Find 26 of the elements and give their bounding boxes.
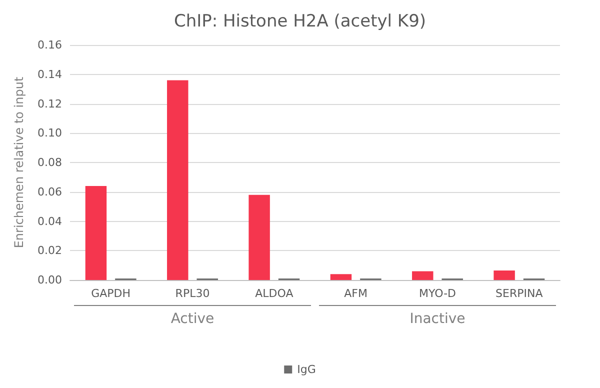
x-tick-label: MYO-D [418,287,456,300]
y-tick-label: 0.02 [38,244,62,258]
y-axis-title: Enrichemen relative to input [12,76,26,248]
text: Active [170,311,214,327]
bar [330,274,352,280]
y-tick-label: 0.14 [38,68,62,81]
y-tick-label: 0.06 [38,185,62,198]
x-tick-label: RPL30 [175,287,210,300]
bar [167,80,188,280]
x-tick-label: SERPINA [496,287,544,300]
y-tick-label: 0.00 [38,274,62,286]
y-tick-label: 0.08 [38,156,62,169]
y-tick-label: 0.04 [38,214,62,228]
y-tick-label: 0.10 [38,126,62,140]
bar [85,186,107,280]
x-tick-label: GAPDH [91,287,131,300]
x-tick-label: AFM [344,287,368,300]
legend-label: IgG [297,363,316,376]
y-tick-label: 0.16 [38,38,62,52]
bar [248,194,270,280]
text: Inactive [410,311,466,327]
y-tick-label: 0.12 [38,97,62,110]
x-tick-label: ALDOA [255,287,294,300]
bar [494,270,515,280]
chart-title: ChIP: Histone H2A (acetyl K9) [174,12,426,32]
bar [412,271,434,280]
